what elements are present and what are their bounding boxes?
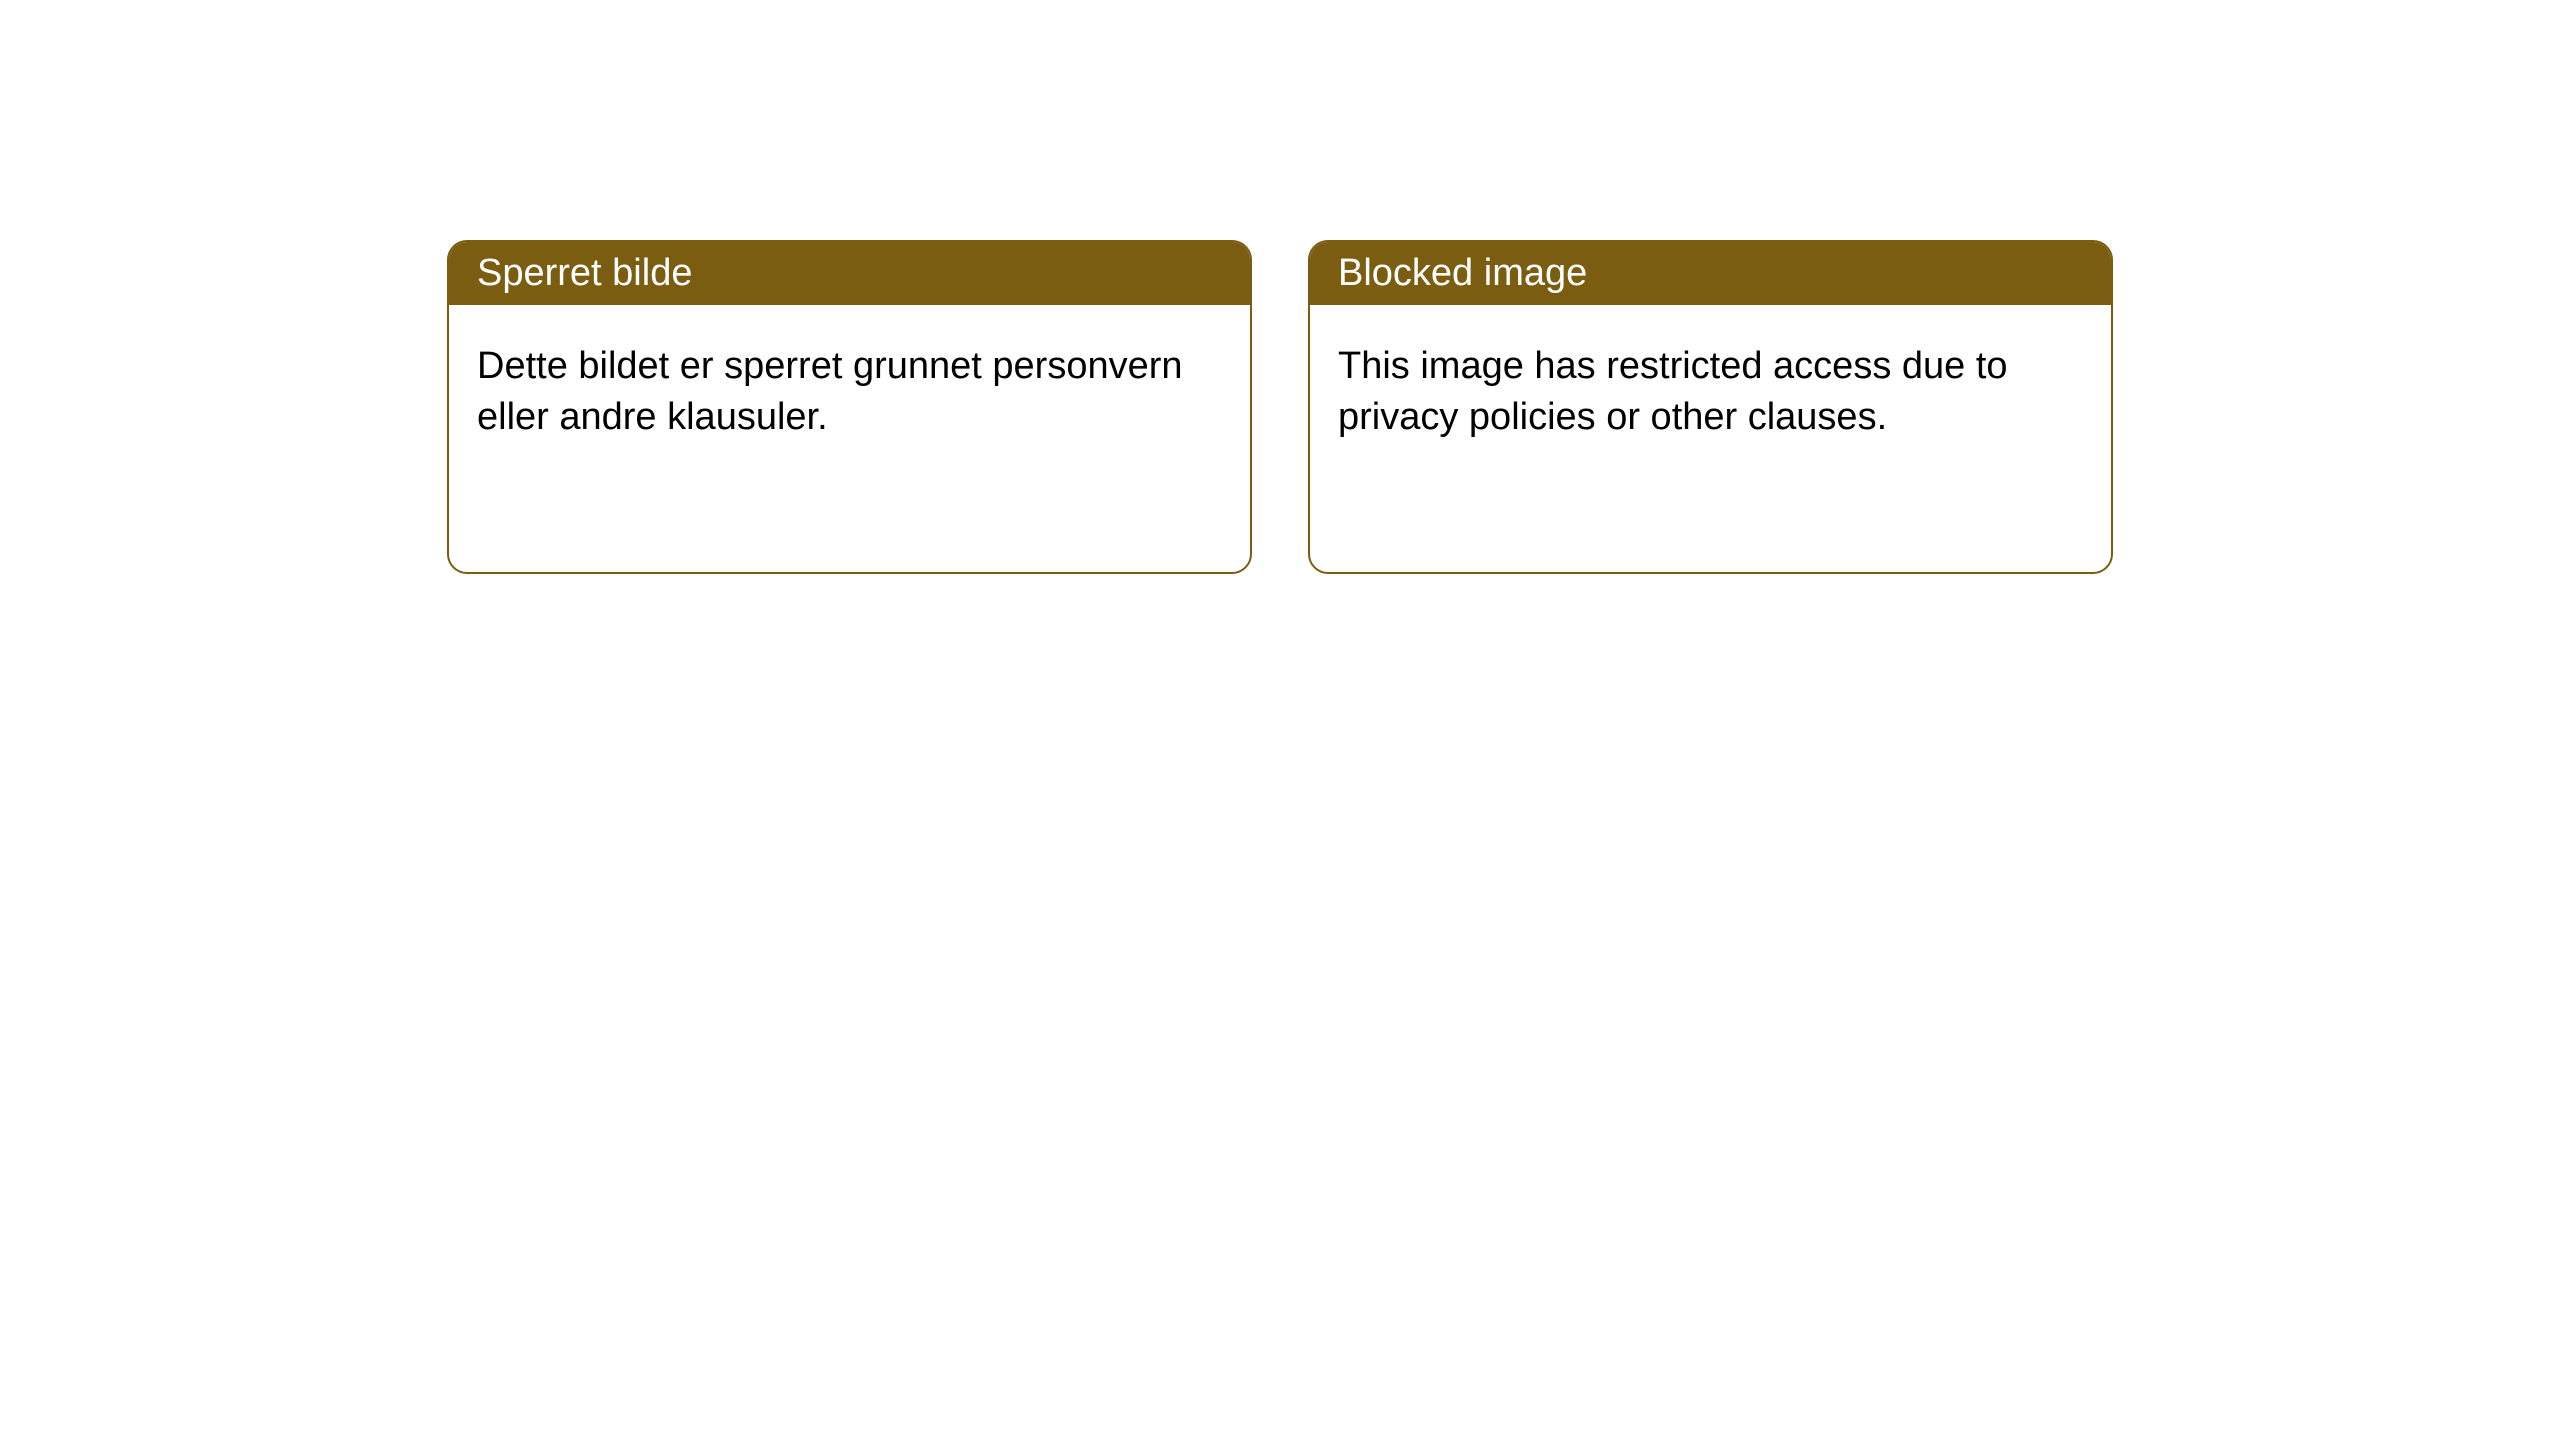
notice-card-header: Blocked image: [1310, 242, 2111, 305]
notice-card-message: This image has restricted access due to …: [1338, 345, 2008, 438]
notice-card-body: Dette bildet er sperret grunnet personve…: [449, 305, 1250, 480]
notice-card-message: Dette bildet er sperret grunnet personve…: [477, 345, 1183, 438]
notice-card-title: Sperret bilde: [477, 252, 692, 294]
notice-cards-container: Sperret bilde Dette bildet er sperret gr…: [0, 0, 2560, 574]
notice-card-norwegian: Sperret bilde Dette bildet er sperret gr…: [447, 240, 1252, 574]
notice-card-english: Blocked image This image has restricted …: [1308, 240, 2113, 574]
notice-card-title: Blocked image: [1338, 252, 1587, 294]
notice-card-body: This image has restricted access due to …: [1310, 305, 2111, 480]
notice-card-header: Sperret bilde: [449, 242, 1250, 305]
